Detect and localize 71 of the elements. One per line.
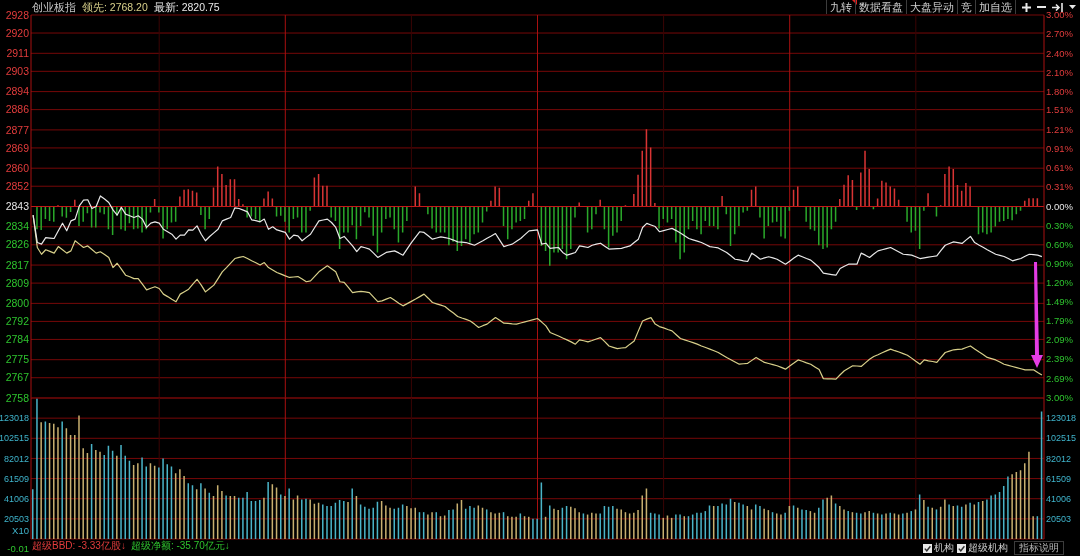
chart-title: 创业板指 — [32, 1, 76, 13]
y2-tick-label: 0.60% — [1046, 239, 1074, 251]
y2-tick-label: 0.61% — [1046, 161, 1074, 173]
y-tick-label: 102515 — [0, 433, 29, 444]
y-tick-label: 2826 — [5, 238, 30, 251]
y-tick-label: 2809 — [5, 276, 30, 289]
y-tick-label: 2903 — [5, 65, 30, 77]
text: 超级BBD: -3.33亿股↓ — [32, 540, 126, 551]
y2-tick-label: 41006 — [1046, 493, 1072, 504]
y2-tick-label: 2.39% — [1046, 353, 1074, 365]
y2-tick-label: 0.00% — [1046, 200, 1074, 212]
y-tick-label: 2758 — [5, 391, 30, 404]
y-tick-label: 2869 — [5, 141, 30, 154]
y2-tick-label: 0.30% — [1046, 219, 1074, 231]
y-tick-label: 2792 — [5, 315, 30, 328]
y2-tick-label: 3.00% — [1046, 9, 1074, 21]
y-tick-label: 61509 — [3, 473, 29, 484]
y2-tick-label: 2.69% — [1046, 372, 1074, 384]
y2-tick-label: 1.20% — [1046, 277, 1074, 289]
y-tick-label: 82012 — [3, 453, 29, 464]
y-tick-label: 20503 — [3, 514, 29, 525]
text: 领先: 2768.20 — [82, 1, 148, 13]
y-tick-label: 2843 — [5, 200, 30, 213]
text: -0.01 — [7, 543, 29, 554]
text: 大盘异动 — [910, 1, 954, 13]
y2-tick-label: 1.79% — [1046, 315, 1074, 327]
line-series — [32, 214, 1043, 380]
y-tick-label: 2886 — [5, 103, 30, 116]
y-tick-label: 2817 — [5, 258, 30, 271]
y2-tick-label: 2.10% — [1046, 66, 1074, 78]
text: 九转 — [830, 1, 852, 13]
y-tick-label: 2767 — [5, 371, 30, 384]
y2-tick-label: 82012 — [1046, 453, 1072, 464]
y2-tick-label: 20503 — [1046, 514, 1072, 525]
y-tick-label: 123018 — [0, 413, 29, 424]
text: 数据看盘 — [859, 1, 903, 13]
y-tick-label: 2894 — [5, 85, 30, 98]
y2-tick-label: 2.40% — [1046, 47, 1074, 59]
text: 加自选 — [979, 1, 1012, 13]
y-tick-label: 2877 — [5, 123, 30, 136]
text: 最新: 2820.75 — [153, 1, 220, 13]
y-axis-title: X10 — [12, 525, 29, 536]
y-tick-label: 2775 — [5, 353, 30, 366]
y2-tick-label: 123018 — [1046, 413, 1077, 424]
y2-tick-label: 1.21% — [1046, 123, 1074, 135]
y2-tick-label: 3.00% — [1046, 392, 1074, 404]
text: 超级净额: -35.70亿元↓ — [130, 540, 230, 551]
y-tick-label: 2911 — [6, 46, 30, 59]
text: 超级机构 — [968, 542, 1008, 554]
y-tick-label: 2928 — [5, 8, 30, 21]
y2-tick-label: 61509 — [1046, 473, 1072, 484]
y2-tick-label: 0.91% — [1046, 142, 1074, 154]
y2-tick-label: 2.09% — [1046, 334, 1074, 346]
y-tick-label: 2784 — [5, 333, 30, 346]
y2-tick-label: 1.80% — [1046, 85, 1074, 97]
text: 机构 — [934, 542, 954, 554]
y-tick-label: 2860 — [5, 161, 30, 174]
text: 指标说明 — [1019, 542, 1059, 554]
y-tick-label: 2800 — [5, 297, 30, 310]
y-tick-label: 2834 — [5, 220, 30, 233]
y2-tick-label: 1.49% — [1046, 295, 1074, 307]
y2-tick-label: 102515 — [1046, 433, 1077, 444]
y2-tick-label: 1.51% — [1046, 104, 1074, 116]
text: 竞 — [961, 1, 972, 13]
y-tick-label: 2920 — [5, 26, 30, 39]
y2-tick-label: 2.70% — [1046, 28, 1074, 40]
y2-tick-label: 0.31% — [1046, 181, 1074, 193]
y-tick-label: 41006 — [3, 493, 29, 504]
y2-tick-label: 0.90% — [1046, 258, 1074, 270]
line-series — [32, 195, 1043, 276]
y-tick-label: 2852 — [5, 179, 30, 192]
